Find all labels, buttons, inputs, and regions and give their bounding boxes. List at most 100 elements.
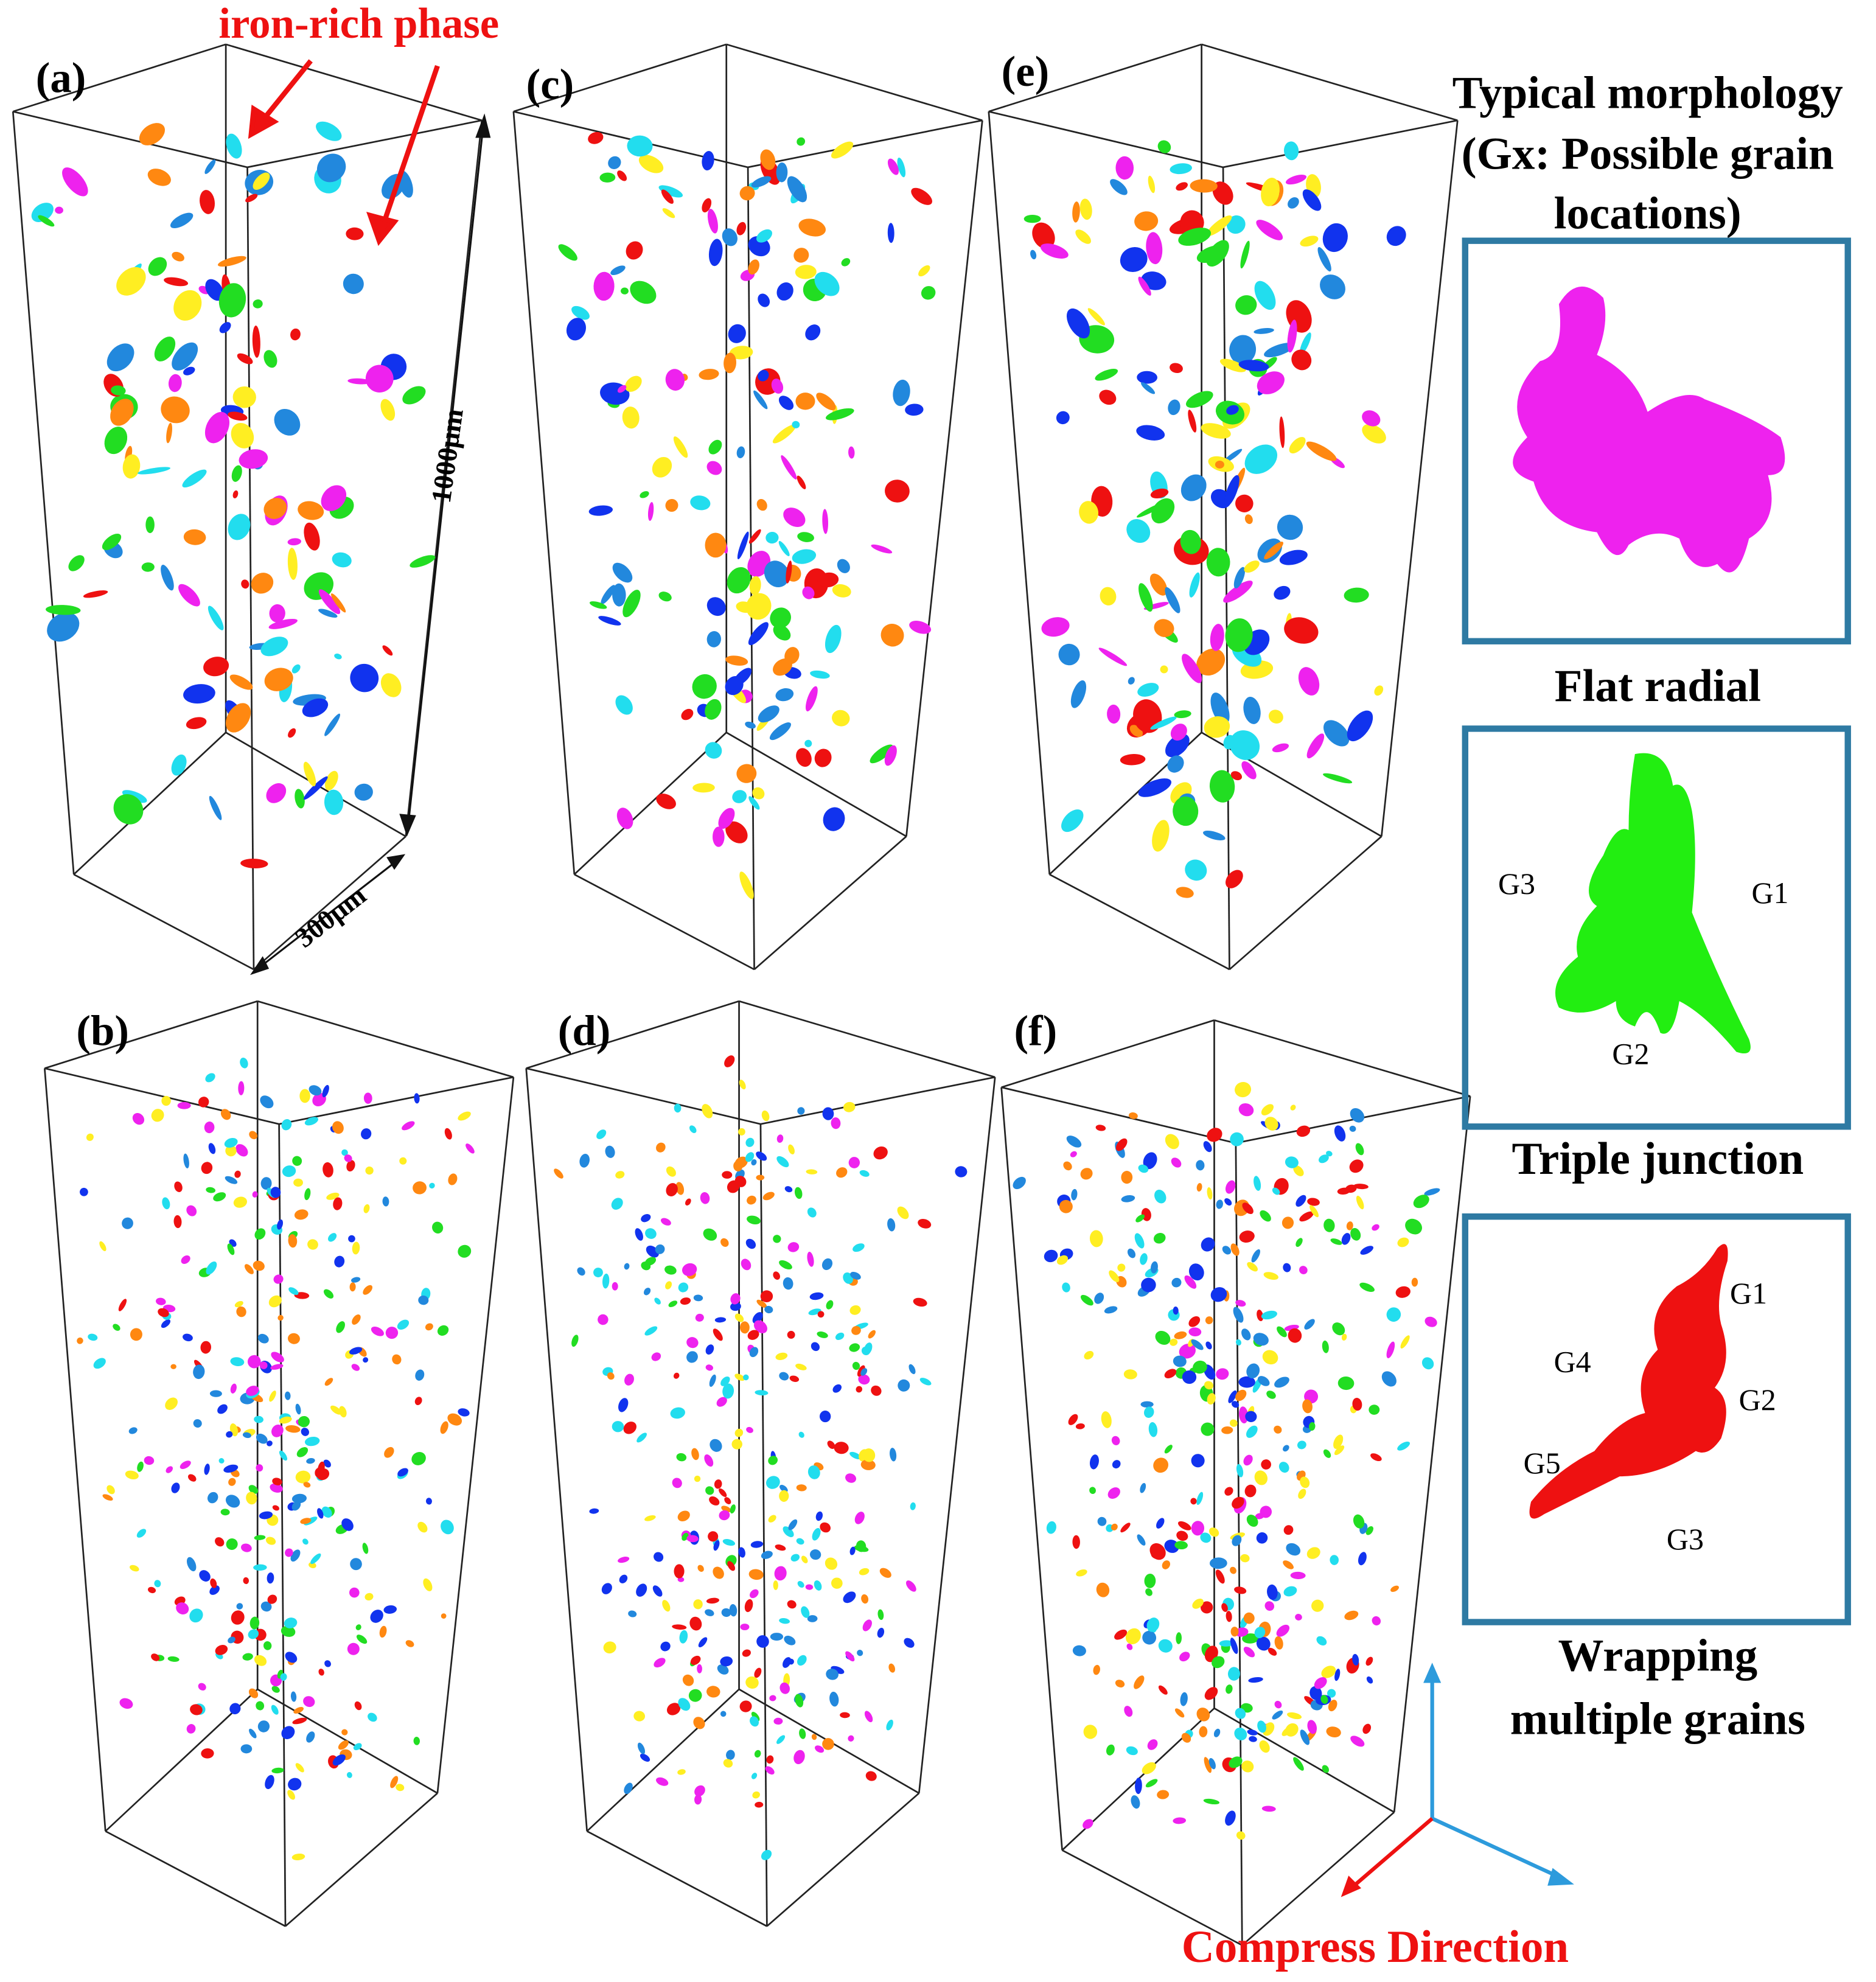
particle [660,1641,671,1652]
particle [300,1518,312,1524]
particle [1176,1530,1188,1541]
box-edge [726,731,907,837]
particle [1360,1246,1373,1255]
particle [1238,1376,1255,1388]
particle [704,1454,714,1467]
particle [207,605,224,630]
particle [697,1565,704,1572]
particle [260,1095,274,1109]
particle [1046,1521,1056,1534]
particle [332,552,352,568]
particle [1235,1081,1252,1098]
particle [1290,1104,1296,1111]
particle [640,491,649,498]
particle [354,783,373,801]
particle [217,256,246,267]
particle [186,717,207,730]
particle [268,1295,282,1308]
particle [380,399,396,421]
particle [260,637,288,657]
particle [230,1357,245,1367]
particle [281,1119,292,1131]
particle [662,1600,671,1612]
particle [106,1485,115,1495]
particle [1083,1725,1098,1739]
particle [295,1763,304,1773]
particle [241,1543,252,1552]
particle [1196,1492,1204,1506]
particle [787,176,807,203]
particle [290,328,301,341]
particle [232,490,239,498]
particle [1264,542,1283,560]
particle [68,555,85,571]
particle [755,1390,769,1396]
particle [713,1540,720,1551]
particle [295,1470,311,1484]
particle [748,796,760,810]
particle [172,251,184,262]
particle [862,1619,872,1631]
particle [1145,1779,1158,1788]
particle [1372,1616,1381,1626]
particle [1293,1757,1304,1771]
particle [390,1776,399,1788]
box-edge [12,43,226,113]
particle [1257,371,1285,394]
particle [799,1728,806,1739]
particle [898,1379,910,1392]
particle [252,326,260,358]
particle [1235,295,1257,315]
particle [173,290,202,321]
particle [187,1474,197,1482]
width-scale: 300μm [289,879,372,954]
particle [333,1197,343,1210]
morphology-title: (Gx: Possible grain [1462,129,1834,180]
particle [349,1347,363,1355]
particle [751,1159,757,1166]
particle [1097,1516,1107,1526]
particle [765,1766,775,1775]
particle [612,562,633,583]
particle [716,1397,727,1407]
particle [1238,360,1269,372]
particle [1365,1656,1373,1666]
particle [1200,1532,1212,1543]
particle [324,770,338,790]
particle [861,1346,871,1356]
box-edge [44,1067,279,1125]
box-edge [573,731,727,875]
particle [1352,1398,1362,1411]
particle [1244,1484,1257,1498]
particle [351,1277,361,1283]
particle [1171,1157,1182,1168]
particle [88,1333,98,1341]
particle [1330,1238,1342,1245]
particle [918,265,930,277]
particle [1278,1462,1289,1473]
particle [1369,1404,1380,1415]
particle [666,1166,676,1177]
particle [748,622,769,646]
particle [675,1182,685,1195]
particle [1288,197,1299,209]
particle [727,1561,736,1571]
particle [291,1853,305,1860]
particle [719,1510,730,1521]
particle [248,1485,259,1494]
particle [199,1570,211,1582]
particle [1321,1666,1336,1678]
particle [323,1459,331,1468]
particle [1182,654,1202,683]
particle [784,647,800,665]
particle [223,1464,239,1473]
particle [829,1691,839,1707]
particle [589,601,607,609]
particle [1179,1652,1190,1662]
particle [644,1257,657,1266]
particle [1225,1180,1236,1194]
particle [1072,201,1080,223]
particle [1149,573,1168,596]
particle [1145,1588,1152,1596]
